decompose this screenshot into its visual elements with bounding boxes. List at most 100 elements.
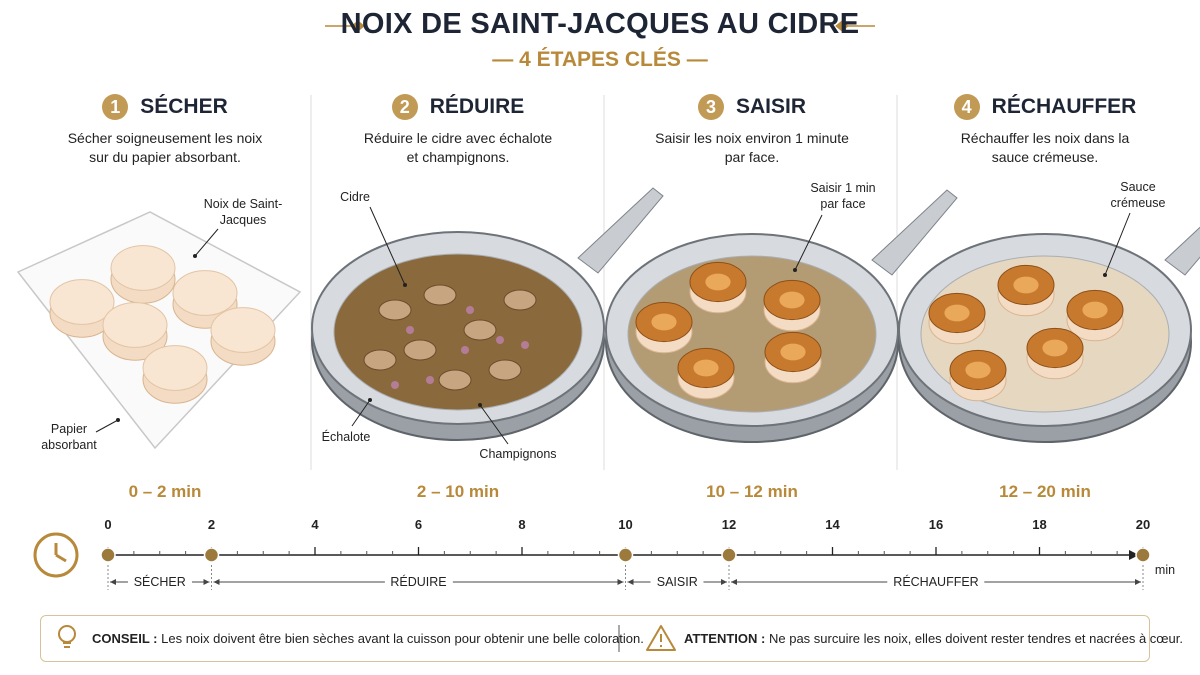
sear-center <box>705 273 731 291</box>
step-title: SÉCHER <box>140 95 228 118</box>
shallot <box>391 381 399 389</box>
step-number: 1 <box>102 94 129 120</box>
step-header: 2 RÉDUIRE <box>308 94 608 120</box>
step-number: 4 <box>953 94 980 120</box>
timeline-arrow <box>1129 550 1139 560</box>
mushroom <box>378 299 412 321</box>
segment-label: SÉCHER <box>127 575 192 589</box>
segment-label: RÉCHAUFFER <box>887 575 985 589</box>
step-duration: 0 – 2 min <box>128 482 202 501</box>
shallot <box>461 346 469 354</box>
pan-sear <box>605 189 958 443</box>
sear-center <box>779 291 805 309</box>
callout: Noix de Saint-Jacques <box>203 197 283 227</box>
callout: Champignons <box>479 447 557 461</box>
title-ornaments <box>325 20 875 32</box>
step-header: 3 SAISIR <box>602 94 902 120</box>
callout-dot <box>368 398 372 402</box>
sear-center <box>780 343 806 361</box>
step-number: 2 <box>391 94 418 120</box>
subtitle-text: 4 ÉTAPES CLÉS <box>519 48 681 71</box>
tick-label: 12 <box>721 517 737 532</box>
scallop-top <box>142 345 208 391</box>
tick-label: 2 <box>207 517 216 532</box>
mushroom <box>363 349 397 371</box>
dash: — <box>492 48 520 71</box>
tick-label: 0 <box>104 517 112 532</box>
mushroom <box>438 369 472 391</box>
shallot <box>406 326 414 334</box>
pan-cream <box>898 226 1200 443</box>
sear-center <box>1042 339 1068 357</box>
note: ATTENTION : Ne pas surcuire les noix, el… <box>684 631 1183 646</box>
callout: Papier absorbant <box>41 422 97 452</box>
tick-label: 18 <box>1032 517 1047 532</box>
sear-center <box>944 304 970 322</box>
step-number: 3 <box>697 94 724 120</box>
bulb-base <box>63 642 71 648</box>
segment-dot <box>721 547 737 563</box>
callout-line <box>351 399 371 427</box>
tick-label: 16 <box>928 517 944 532</box>
sear-center <box>1082 301 1108 319</box>
unit-label: min <box>1154 563 1176 577</box>
mushroom <box>463 319 497 341</box>
notes-box <box>40 615 1150 662</box>
callout: Sauce crémeuse <box>1110 180 1166 210</box>
clock-icon <box>33 532 79 578</box>
step-title: SAISIR <box>735 95 806 118</box>
callout-dot <box>193 254 197 258</box>
tick-label: 10 <box>618 517 633 532</box>
sear-center <box>651 313 677 331</box>
tick-label: 14 <box>825 517 840 532</box>
scallop-top <box>210 307 276 353</box>
callout-line <box>369 206 406 286</box>
callout-line <box>95 419 119 433</box>
note: CONSEIL : Les noix doivent être bien sèc… <box>92 631 644 646</box>
mushroom <box>503 289 537 311</box>
callout: Cidre <box>340 190 370 204</box>
warning-icon <box>646 625 676 651</box>
step-description: Sécher soigneusement les noix sur du pap… <box>67 130 263 165</box>
step-title: RÉDUIRE <box>429 95 525 118</box>
bulb-icon <box>58 625 76 648</box>
note-label: ATTENTION : <box>684 631 766 646</box>
sear-center <box>693 359 719 377</box>
subtitle: — 4 ÉTAPES CLÉS — <box>0 48 1200 72</box>
step-duration: 12 – 20 min <box>999 482 1091 501</box>
segment-dot <box>1135 547 1151 563</box>
segment-dot <box>203 547 220 563</box>
dash: — <box>680 48 708 71</box>
tick-label: 8 <box>518 517 526 532</box>
sear-center <box>1013 276 1039 294</box>
step-duration: 2 – 10 min <box>416 482 500 501</box>
title: NOIX DE SAINT-JACQUES AU CIDRE <box>340 8 860 40</box>
mushroom <box>488 359 522 381</box>
segment-label: SAISIR <box>650 575 704 589</box>
callout-dot <box>403 283 407 287</box>
scallop-top <box>102 302 168 348</box>
callout: Saisir 1 min par face <box>810 181 876 211</box>
callout-line <box>794 214 823 271</box>
callout-line <box>479 404 509 445</box>
column-dividers <box>310 95 898 470</box>
pan-handle <box>577 187 664 274</box>
step-description: Saisir les noix environ 1 minute par fac… <box>655 130 849 165</box>
tick-label: 20 <box>1135 517 1151 532</box>
warning-triangle <box>646 625 676 651</box>
pan-reduce <box>311 187 664 441</box>
step-duration: 10 – 12 min <box>706 482 798 501</box>
segment-label: RÉDUIRE <box>384 575 453 589</box>
shallot <box>496 336 504 344</box>
scallop-top <box>49 279 115 325</box>
callout-dot <box>116 418 120 422</box>
step-title: RÉCHAUFFER <box>991 95 1137 118</box>
callout-line <box>1104 212 1131 276</box>
callout: Échalote <box>321 430 371 444</box>
step-description: Réduire le cidre avec échalote et champi… <box>363 130 553 165</box>
callout-dot <box>1103 273 1107 277</box>
segment-dot <box>617 547 634 563</box>
pan-handle <box>1164 226 1200 276</box>
segment-dot <box>100 547 116 563</box>
